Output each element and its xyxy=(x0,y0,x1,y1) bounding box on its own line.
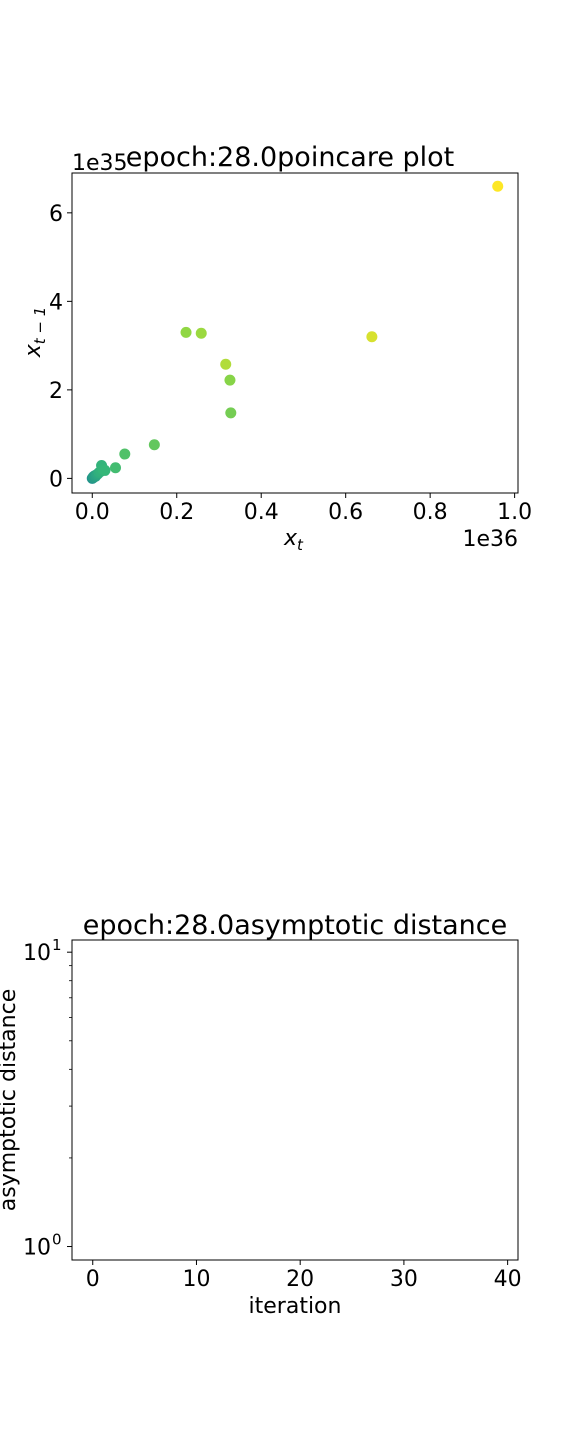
x-axis-label: iteration xyxy=(249,1294,342,1319)
chart-title: epoch:28.0poincare plot xyxy=(126,142,455,173)
scatter-point xyxy=(195,327,207,339)
x-tick-label: 0.2 xyxy=(159,500,194,525)
plot-area xyxy=(71,172,519,494)
scatter-point xyxy=(225,407,237,419)
y-tick-label: 6 xyxy=(49,202,63,227)
poincare-plot: epoch:28.0poincare plot 0.0 0.2 0.4 0.6 0.8 1… xyxy=(21,142,532,554)
scatter-point xyxy=(220,358,232,370)
y-tick-label: 4 xyxy=(49,290,63,315)
scatter-point xyxy=(99,464,111,476)
y-axis-label: asymptotic distance xyxy=(0,989,21,1212)
y-tick-label: 10 xyxy=(23,1236,51,1261)
x-tick-label: 20 xyxy=(286,1267,314,1292)
y-tick-label: 10 xyxy=(23,941,51,966)
x-tick-label: 0 xyxy=(86,1267,100,1292)
y-tick-label: 0 xyxy=(49,467,63,492)
x-tick-label: 30 xyxy=(390,1267,418,1292)
asymptotic-distance-plot: epoch:28.0asymptotic distance 0 10 20 30 40 … xyxy=(0,910,522,1319)
chart-title: epoch:28.0asymptotic distance xyxy=(83,910,508,941)
scatter-point xyxy=(366,331,378,343)
scatter-point xyxy=(492,180,504,192)
x-offset-text: 1e36 xyxy=(462,527,518,552)
x-tick-label: 0.4 xyxy=(244,500,279,525)
y-tick-exponent: 0 xyxy=(52,1231,62,1249)
y-tick-exponent: 1 xyxy=(52,936,62,954)
plot-area xyxy=(71,939,519,1261)
x-axis-label: xt xyxy=(283,526,304,554)
scatter-point xyxy=(119,448,131,460)
y-tick-label: 2 xyxy=(49,379,63,404)
scatter-point xyxy=(110,462,122,474)
y-axis-label: xt − 1 xyxy=(21,307,49,359)
scatter-point xyxy=(180,326,192,338)
x-tick-label: 10 xyxy=(182,1267,210,1292)
scatter-point xyxy=(148,439,160,451)
x-tick-label: 0.0 xyxy=(75,500,110,525)
x-tick-label: 0.6 xyxy=(328,500,363,525)
y-offset-text: 1e35 xyxy=(72,151,128,176)
x-tick-label: 0.8 xyxy=(413,500,448,525)
scatter-point xyxy=(224,374,236,386)
x-tick-label: 40 xyxy=(494,1267,522,1292)
x-tick-label: 1.0 xyxy=(497,500,532,525)
